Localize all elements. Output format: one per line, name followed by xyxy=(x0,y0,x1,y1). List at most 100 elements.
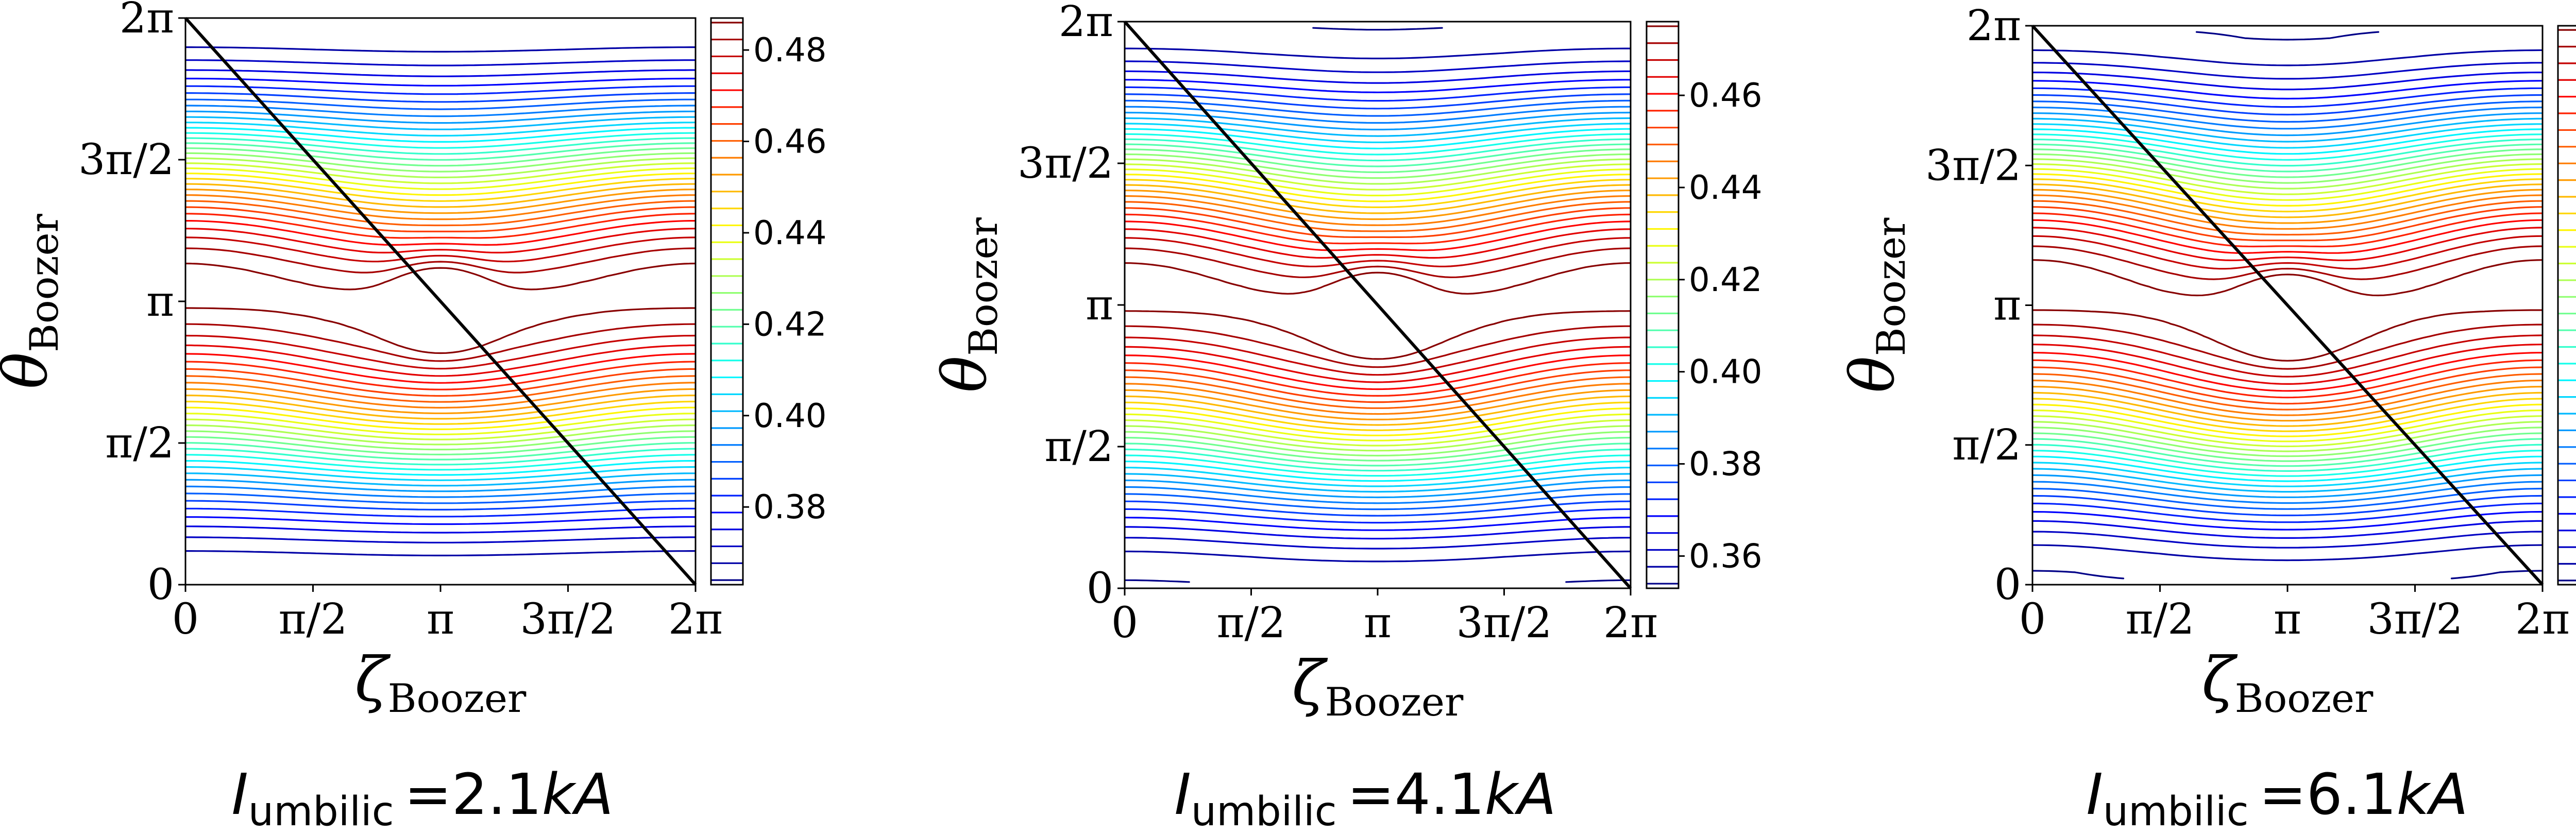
contour-line xyxy=(185,85,696,518)
diagonal-line xyxy=(184,16,697,586)
y-tick-label: π xyxy=(146,277,174,326)
y-tick-label: 0 xyxy=(1994,560,2021,609)
colorbar-tick-label: 0.40 xyxy=(1689,353,1762,392)
contour-line xyxy=(185,157,696,446)
contour-line xyxy=(2032,183,2543,427)
x-axis-label: ζBoozer xyxy=(355,644,527,721)
contour-set xyxy=(185,46,696,556)
x-tick-label: π/2 xyxy=(1217,599,1286,648)
contour-line xyxy=(185,262,696,354)
contour-set xyxy=(1125,27,1631,583)
y-tick-label: 0 xyxy=(147,560,174,609)
y-tick-label: π/2 xyxy=(1044,422,1113,471)
contour-line xyxy=(1125,158,1631,452)
colorbar-tick-label: 0.48 xyxy=(753,31,827,70)
contour-line xyxy=(2032,49,2543,561)
contour-line xyxy=(1125,190,1631,420)
colorbar-tick-label: 0.46 xyxy=(1689,77,1762,115)
colorbar-tick-label: 0.42 xyxy=(1689,261,1762,299)
contour-line xyxy=(185,220,696,384)
x-tick-label: 3π/2 xyxy=(1456,599,1552,648)
x-tick-label: 3π/2 xyxy=(2367,595,2463,644)
contour-line xyxy=(2032,31,2543,580)
x-tick-label: π/2 xyxy=(279,595,348,644)
colorbar-tick-label: 0.44 xyxy=(753,214,827,252)
contour-line xyxy=(185,213,696,390)
contour-line xyxy=(185,46,696,556)
contour-line xyxy=(185,228,696,377)
contour-line xyxy=(1125,143,1631,467)
contour-line xyxy=(2032,72,2543,539)
contour-line xyxy=(2032,106,2543,504)
contour-line xyxy=(2032,94,2543,517)
contour-line xyxy=(2032,200,2543,411)
y-tick-label: 2π xyxy=(1059,0,1113,46)
x-axis-label: ζBoozer xyxy=(2202,644,2374,721)
x-tick-label: 0 xyxy=(1111,599,1138,648)
contour-line xyxy=(1125,60,1631,550)
contour-line xyxy=(2032,128,2543,482)
y-tick-label: 0 xyxy=(1087,564,1113,613)
contour-line xyxy=(1125,228,1631,383)
x-tick-label: π xyxy=(2274,595,2301,644)
colorbar-frame xyxy=(710,17,744,586)
contour-line xyxy=(1125,123,1631,487)
colorbar-frame xyxy=(1646,21,1680,589)
contour-line xyxy=(2032,133,2543,477)
contour-line xyxy=(185,200,696,403)
contour-line xyxy=(185,127,696,476)
contour-line xyxy=(1125,148,1631,462)
contour-line xyxy=(2032,158,2543,452)
y-axis-label: θBoozer xyxy=(1837,217,1914,393)
contour-line xyxy=(185,147,696,455)
contour-line xyxy=(185,189,696,414)
panel-caption: Iumbilic =2.1kA xyxy=(231,761,613,834)
contour-line xyxy=(2032,139,2543,472)
contour-line xyxy=(185,162,696,440)
contour-line xyxy=(2032,219,2543,392)
contour-line xyxy=(2032,194,2543,416)
colorbar-tick-label: 0.38 xyxy=(753,488,827,526)
contour-line xyxy=(1125,117,1631,493)
x-tick-label: π/2 xyxy=(2126,595,2195,644)
contour-line xyxy=(1125,168,1631,441)
panel-caption: Iumbilic =4.1kA xyxy=(1174,761,1556,834)
contour-line xyxy=(2032,235,2543,378)
y-tick-label: π xyxy=(1993,281,2021,330)
panel-3: 0 π/2 π 3π/2 2π 0 π/2 π 3π/2 2π ζBoozer θBoozer 0.36… xyxy=(1837,2,2576,834)
contour-line xyxy=(185,142,696,461)
contour-line xyxy=(1125,70,1631,540)
x-tick-label: 0 xyxy=(2019,595,2046,644)
y-axis-label: θBoozer xyxy=(929,217,1006,392)
colorbar-tick-label: 0.46 xyxy=(753,123,827,161)
y-tick-label: 2π xyxy=(120,0,174,43)
contour-line xyxy=(1125,213,1631,397)
contour-line xyxy=(185,116,696,487)
contour-line xyxy=(1125,262,1631,360)
contour-line xyxy=(185,236,696,370)
x-axis-label: ζBoozer xyxy=(1292,648,1464,725)
contour-line xyxy=(2032,163,2543,448)
contour-line xyxy=(2032,153,2543,457)
contour-line xyxy=(2032,80,2543,531)
contour-line xyxy=(1125,111,1631,499)
contour-line xyxy=(1125,133,1631,477)
colorbar-tick-label: 0.44 xyxy=(1689,169,1762,207)
y-tick-label: 3π/2 xyxy=(1018,139,1113,188)
contour-line xyxy=(1125,79,1631,531)
contour-line xyxy=(1125,106,1631,504)
contour-line xyxy=(1125,195,1631,415)
diagonal-line xyxy=(1123,21,1632,589)
colorbar-tick-label: 0.36 xyxy=(1689,537,1762,575)
y-tick-label: π/2 xyxy=(1952,421,2021,470)
x-tick-label: 2π xyxy=(668,595,723,644)
contour-line xyxy=(185,206,696,397)
contour-line xyxy=(185,110,696,492)
contour-line xyxy=(185,183,696,420)
contour-line xyxy=(2032,148,2543,462)
y-tick-label: π xyxy=(1086,281,1113,330)
colorbar: 0.360.380.400.420.440.460.48 xyxy=(2557,25,2576,586)
contour-line xyxy=(1125,138,1631,472)
contour-line xyxy=(2032,245,2543,370)
